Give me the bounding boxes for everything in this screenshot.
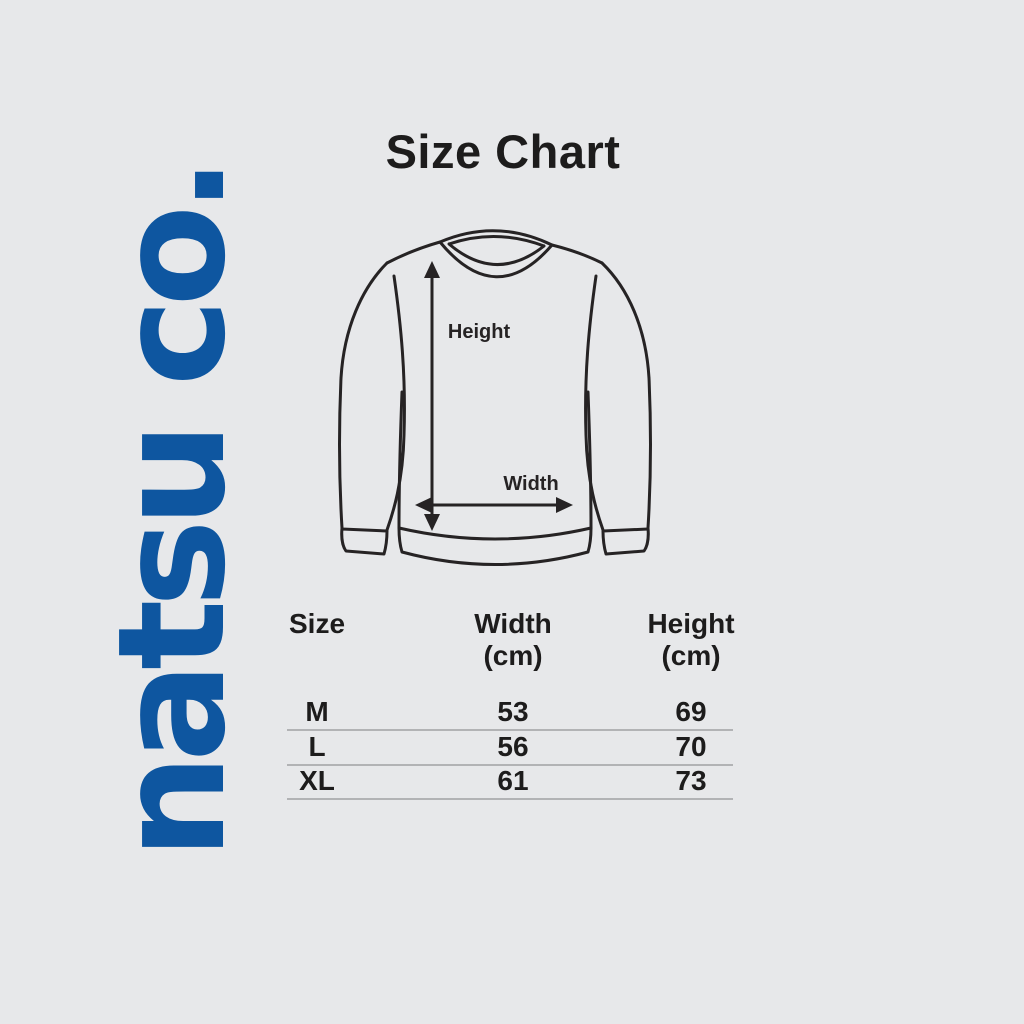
sleeve-left-inner bbox=[385, 274, 406, 532]
table-row-xl: XL 61 73 bbox=[247, 764, 743, 799]
shoulder-left bbox=[385, 240, 442, 265]
cell-size: L bbox=[308, 730, 326, 762]
collar-outer bbox=[438, 229, 554, 279]
body-left-edge bbox=[397, 390, 404, 530]
sleeve-right-outer bbox=[600, 261, 653, 530]
column-header-height-label: Height bbox=[647, 608, 735, 639]
collar-inner bbox=[447, 235, 546, 266]
column-header-height-unit: (cm) bbox=[661, 640, 721, 671]
column-header-width: Width (cm) bbox=[387, 608, 639, 672]
table-row-divider bbox=[287, 729, 733, 731]
shoulder-right bbox=[550, 243, 604, 265]
size-table-header: Size Width (cm) Height (cm) bbox=[247, 608, 743, 672]
cell-width: 53 bbox=[497, 696, 529, 728]
table-row-divider bbox=[287, 798, 733, 800]
table-row-l: L 56 70 bbox=[247, 730, 743, 765]
column-header-height: Height (cm) bbox=[639, 608, 743, 672]
column-header-width-label: Width bbox=[474, 608, 552, 639]
width-arrow bbox=[415, 497, 573, 513]
size-table-body: M 53 69 L 56 70 XL 61 73 bbox=[247, 695, 743, 800]
waistband bbox=[397, 526, 593, 566]
cuff-left bbox=[340, 526, 389, 556]
body-right-edge bbox=[586, 390, 593, 530]
cuff-right bbox=[601, 526, 650, 556]
cell-width: 56 bbox=[497, 730, 529, 762]
brand-logo: natsu co. bbox=[86, 164, 258, 860]
height-arrow-label: Height bbox=[448, 321, 511, 343]
height-arrow bbox=[424, 261, 440, 531]
table-row-divider bbox=[287, 763, 733, 766]
width-arrow-label: Width bbox=[503, 473, 558, 495]
table-row-m: M 53 69 bbox=[247, 695, 743, 730]
column-header-width-unit: (cm) bbox=[483, 640, 543, 671]
cell-height: 73 bbox=[675, 765, 707, 797]
column-header-size-label: Size bbox=[288, 608, 346, 639]
cell-size: XL bbox=[299, 765, 335, 797]
cell-width: 61 bbox=[497, 765, 529, 797]
cell-height: 69 bbox=[675, 696, 707, 728]
sleeve-left-outer bbox=[337, 261, 389, 530]
cell-size: M bbox=[305, 696, 329, 728]
page-title: Size Chart bbox=[385, 125, 621, 178]
column-header-size: Size bbox=[247, 608, 387, 672]
sweatshirt-outline bbox=[337, 229, 653, 566]
sweatshirt-diagram: Height Width bbox=[337, 229, 653, 566]
cell-height: 70 bbox=[675, 730, 707, 762]
sleeve-right-inner bbox=[584, 274, 605, 532]
